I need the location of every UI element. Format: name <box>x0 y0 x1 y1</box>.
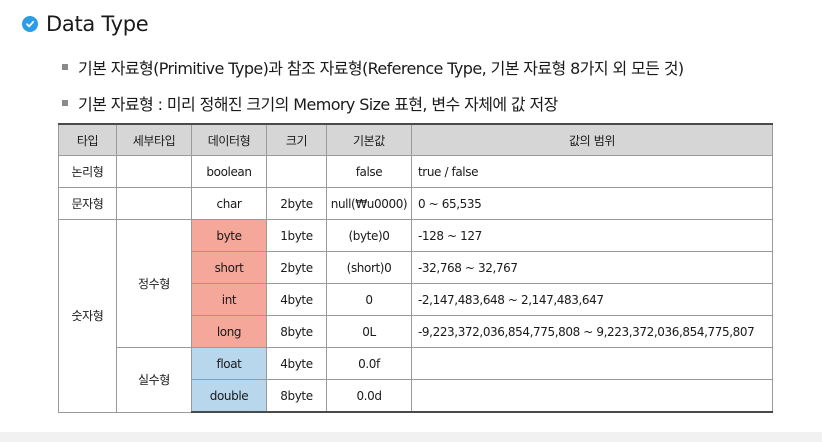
table-row: 숫자형 정수형 byte 1byte (byte)0 -128 ~ 127 <box>58 219 773 413</box>
col-header-size: 크기 <box>266 123 327 156</box>
range-cell: -9,223,372,036,854,775,808 ~ 9,223,372,0… <box>411 315 773 348</box>
subtype-cell: 정수형 <box>116 219 192 348</box>
range-cell <box>411 347 773 380</box>
data-type-table: 타입 세부타입 데이터형 크기 기본값 값의 범위 논리형 boolean fa… <box>58 123 773 413</box>
datatype-cell: char <box>191 187 267 220</box>
default-cell: false <box>326 155 412 188</box>
default-cell: 0 <box>326 283 412 316</box>
datatype-cell: boolean <box>191 155 267 188</box>
range-cell <box>411 379 773 413</box>
subtype-cell <box>116 155 192 188</box>
default-cell: (byte)0 <box>326 219 412 252</box>
datatype-cell: short <box>191 251 267 284</box>
bullet-text: 기본 자료형 : 미리 정해진 크기의 Memory Size 표현, 변수 자… <box>78 95 558 114</box>
bullet-marker <box>62 100 68 106</box>
col-header-type: 타입 <box>58 123 117 156</box>
range-cell: -2,147,483,648 ~ 2,147,483,647 <box>411 283 773 316</box>
section-heading: Data Type <box>22 12 149 36</box>
group-cell: 문자형 <box>58 187 117 220</box>
table-row: double 8byte 0.0d <box>59 379 773 413</box>
bullet-item: 기본 자료형 : 미리 정해진 크기의 Memory Size 표현, 변수 자… <box>62 91 558 115</box>
col-header-range: 값의 범위 <box>411 123 773 156</box>
size-cell: 4byte <box>266 283 327 316</box>
col-header-default: 기본값 <box>326 123 412 156</box>
datatype-cell: long <box>191 315 267 348</box>
datatype-cell: byte <box>191 219 267 252</box>
subtype-cell <box>116 187 192 220</box>
bullet-marker <box>62 64 68 70</box>
table-header-row: 타입 세부타입 데이터형 크기 기본값 값의 범위 <box>58 123 773 156</box>
subtype-cell: 실수형 <box>116 347 192 413</box>
col-header-datatype: 데이터형 <box>191 123 267 156</box>
group-cell: 논리형 <box>58 155 117 188</box>
page-title: Data Type <box>46 12 149 36</box>
range-cell: true / false <box>411 155 773 188</box>
check-circle-icon <box>22 16 38 32</box>
range-cell: -128 ~ 127 <box>411 219 773 252</box>
default-cell: (short)0 <box>326 251 412 284</box>
table-row: int 4byte 0 -2,147,483,648 ~ 2,147,483,6… <box>59 283 773 316</box>
default-cell: 0.0f <box>326 347 412 380</box>
datatype-cell: int <box>191 283 267 316</box>
bullet-text: 기본 자료형(Primitive Type)과 참조 자료형(Reference… <box>78 59 684 78</box>
range-cell: -32,768 ~ 32,767 <box>411 251 773 284</box>
datatype-cell: float <box>191 347 267 380</box>
size-cell: 1byte <box>266 219 327 252</box>
size-cell <box>266 155 327 188</box>
range-cell: 0 ~ 65,535 <box>411 187 773 220</box>
size-cell: 4byte <box>266 347 327 380</box>
col-header-subtype: 세부타입 <box>116 123 192 156</box>
bullet-item: 기본 자료형(Primitive Type)과 참조 자료형(Reference… <box>62 55 684 79</box>
group-cell: 숫자형 <box>58 219 117 413</box>
table-row: 논리형 boolean false true / false <box>58 155 773 188</box>
size-cell: 2byte <box>266 187 327 220</box>
size-cell: 8byte <box>266 315 327 348</box>
datatype-cell: double <box>191 379 267 413</box>
default-cell: 0.0d <box>326 379 412 413</box>
default-cell: null(₩u0000) <box>326 187 412 220</box>
table-row: 문자형 char 2byte null(₩u0000) 0 ~ 65,535 <box>58 187 773 220</box>
default-cell: 0L <box>326 315 412 348</box>
size-cell: 2byte <box>266 251 327 284</box>
footer-band <box>0 432 822 442</box>
size-cell: 8byte <box>266 379 327 413</box>
table-row: 실수형 float 4byte 0.0f <box>59 347 773 413</box>
